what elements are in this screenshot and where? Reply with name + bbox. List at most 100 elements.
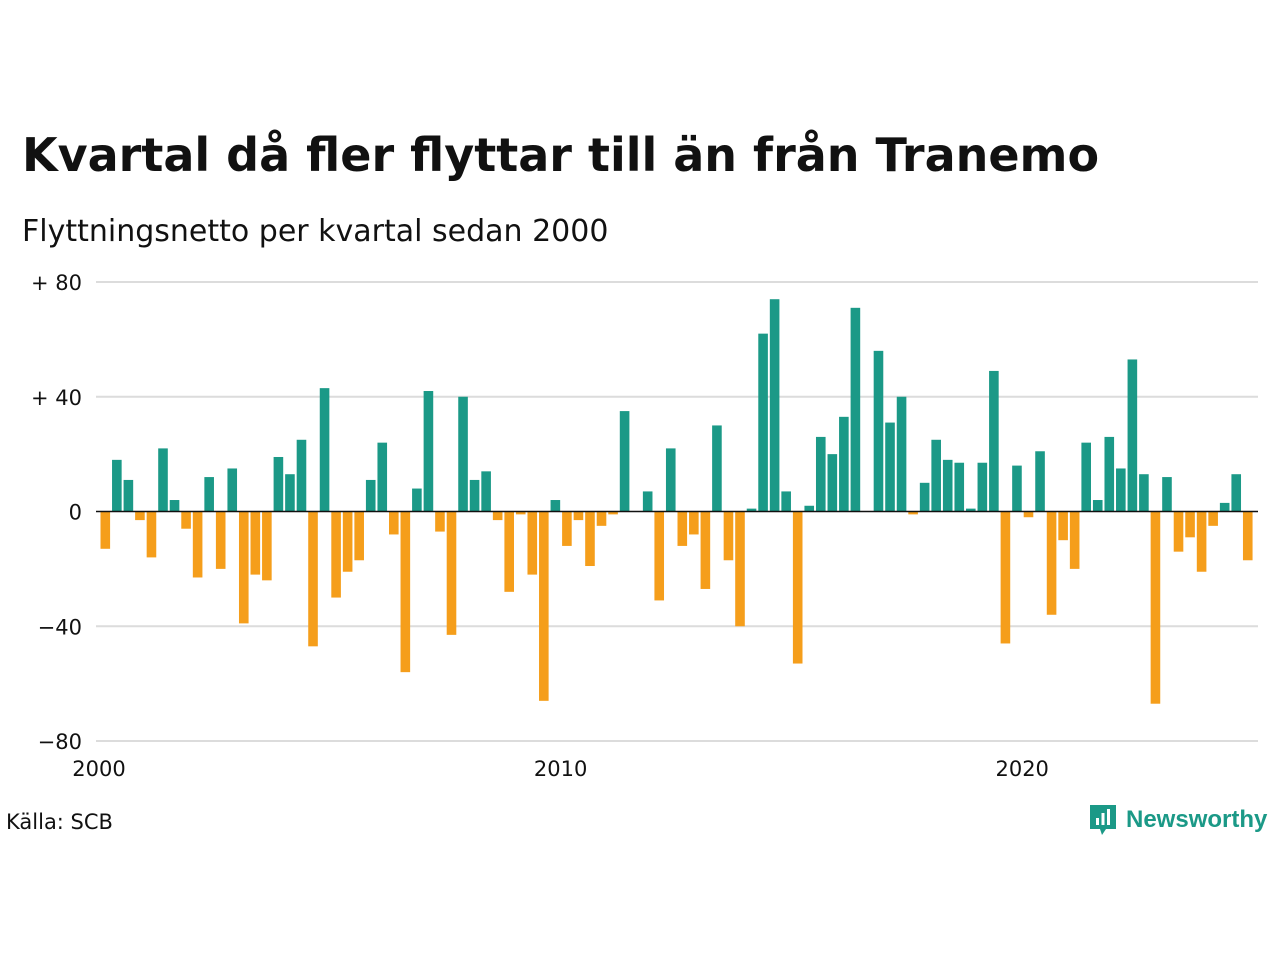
bar [238, 511, 249, 624]
bar [573, 511, 584, 521]
bar [481, 471, 491, 512]
bar [735, 511, 745, 627]
bar [1173, 511, 1184, 552]
bar [585, 511, 595, 567]
x-axis-labels: 2000 2010 2020 [72, 757, 1049, 780]
bar [100, 511, 111, 549]
bar [308, 511, 318, 647]
bar [596, 511, 607, 526]
bar [123, 479, 134, 512]
bar [1231, 474, 1242, 512]
bar [839, 416, 849, 512]
bar [504, 511, 514, 592]
bar [135, 511, 145, 521]
bar [1116, 468, 1126, 512]
source-note: Källa: SCB [6, 810, 113, 834]
bar [181, 511, 191, 529]
bar [931, 439, 941, 512]
bar [146, 511, 157, 558]
y-tick-label: 0 [69, 501, 82, 525]
brand-name: Newsworthy [1126, 806, 1268, 833]
bar [158, 448, 168, 512]
bar [1208, 511, 1218, 526]
bar [539, 511, 549, 701]
grid-lines [96, 281, 1258, 742]
y-tick-label: + 40 [31, 386, 82, 410]
bar [1185, 511, 1195, 538]
bar [1012, 465, 1022, 512]
bar [642, 491, 653, 512]
bar [365, 479, 376, 512]
x-tick-label: 2020 [995, 757, 1048, 780]
bar [1081, 442, 1091, 512]
y-axis-labels: + 80 + 40 0 −40 −80 [31, 271, 82, 754]
bar [885, 422, 895, 512]
chart-title: Kvartal då fler flyttar till än från Tra… [22, 128, 1100, 182]
newsworthy-logo-icon [1090, 805, 1116, 835]
bar [850, 307, 861, 512]
bar [296, 439, 307, 512]
bar [804, 505, 815, 512]
bar [665, 448, 676, 512]
bar [723, 511, 734, 561]
bar [908, 511, 918, 515]
bar [1139, 474, 1149, 512]
y-tick-label: + 80 [31, 271, 82, 295]
bar [815, 436, 826, 512]
bar [654, 511, 665, 601]
bar [1092, 500, 1103, 512]
y-tick-label: −80 [38, 730, 82, 754]
bar [1069, 511, 1080, 569]
bar [458, 396, 468, 512]
bar [412, 488, 422, 512]
brand-logo[interactable]: Newsworthy [1088, 803, 1267, 837]
bar [204, 477, 214, 512]
bar [469, 479, 480, 512]
bar [285, 474, 295, 512]
bar [227, 468, 238, 512]
bar [377, 442, 388, 512]
bar [619, 411, 630, 512]
bar [250, 511, 261, 575]
bar [1162, 477, 1172, 512]
bar [1058, 511, 1068, 541]
bar [527, 511, 538, 575]
bar [1023, 511, 1034, 518]
bar [942, 459, 953, 512]
bar [746, 508, 757, 512]
bar [169, 500, 180, 512]
bar [354, 511, 364, 561]
bar [873, 350, 884, 512]
bar [389, 511, 399, 535]
bar [758, 333, 768, 512]
bar [769, 299, 780, 512]
bar [977, 462, 988, 512]
bar [1104, 436, 1115, 512]
bar [112, 459, 122, 512]
bar [192, 511, 203, 578]
bar [781, 491, 791, 512]
bar [273, 456, 284, 512]
bar [435, 511, 445, 532]
bars [100, 299, 1253, 704]
bar [827, 454, 838, 512]
bar [423, 391, 434, 512]
bar [1242, 511, 1253, 561]
bar [1035, 451, 1045, 512]
bar [919, 482, 930, 512]
bar [608, 511, 618, 515]
bar [677, 511, 688, 546]
x-tick-label: 2010 [534, 757, 587, 780]
bar [966, 508, 976, 512]
bar [342, 511, 353, 572]
bar [562, 511, 572, 546]
bar [1000, 511, 1011, 644]
y-tick-label: −40 [38, 615, 82, 639]
bar [1127, 359, 1138, 512]
bar [492, 511, 503, 521]
bar [989, 370, 999, 512]
bar [954, 462, 965, 512]
bar [331, 511, 341, 598]
bar [515, 511, 526, 515]
bar [896, 396, 907, 512]
